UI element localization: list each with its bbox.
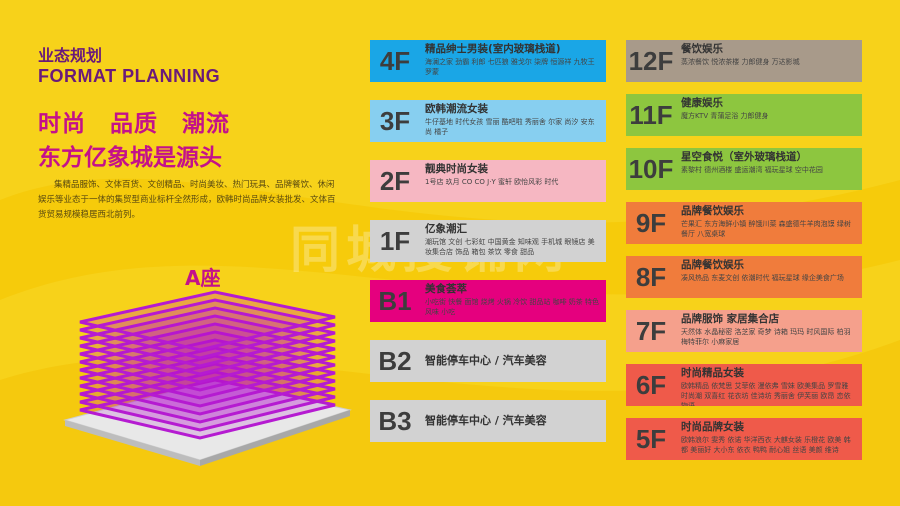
floor-label: 1F bbox=[370, 220, 420, 262]
floor-category: 健康娱乐 bbox=[681, 97, 723, 109]
floor-row-9f[interactable]: 9F 品牌餐饮娱乐 芒果汇 东方海鲜小镇 醉饿川菜 森盛德牛羊肉泡馍 绿树餐厅 八宽… bbox=[626, 202, 862, 244]
tower-layer bbox=[79, 290, 336, 352]
floor-category: 品牌餐饮娱乐 bbox=[681, 205, 744, 217]
floor-row-b3[interactable]: B3 智能停车中心 / 汽车美容 bbox=[370, 400, 606, 442]
floor-info: 精品绅士男装(室内玻璃栈道) 海澜之家 劲霸 利郎 七匹狼 雅戈尔 柒牌 恒源祥 … bbox=[420, 40, 606, 82]
floor-info: 品牌餐饮娱乐芒果汇 东方海鲜小镇 醉饿川菜 森盛德牛羊肉泡馍 绿树餐厅 八宽桌球 bbox=[676, 202, 862, 244]
floor-category: 餐饮娱乐 bbox=[681, 43, 723, 55]
tower-floor-layers bbox=[79, 290, 336, 440]
floor-category: 品牌服饰 家居集合店 bbox=[681, 313, 780, 325]
floor-info: 星空食悦（室外玻璃栈道） 素黎村 德州酒楼 盛运潮湾 福玩星球 空中花园 bbox=[676, 148, 862, 190]
floor-category: 智能停车中心 / 汽车美容 bbox=[425, 414, 547, 427]
floor-shops: 芒果汇 东方海鲜小镇 醉饿川菜 森盛德牛羊肉泡馍 绿树餐厅 八宽桌球 bbox=[681, 220, 851, 238]
floor-label: B1 bbox=[370, 280, 420, 322]
floor-label: 3F bbox=[370, 100, 420, 142]
floor-category: 美食荟萃 bbox=[425, 283, 467, 295]
floor-label: 11F bbox=[626, 94, 676, 136]
floor-info: 时尚精品女装欧韩精品 依梵思 艾菲依 漫依弗 雪妹 欧美集品 罗雪雅 时尚潮 双… bbox=[676, 364, 862, 406]
floor-category: 时尚品牌女装 bbox=[681, 421, 744, 433]
floor-category: 靓典时尚女装 bbox=[425, 163, 488, 175]
floor-category: 品牌餐饮娱乐 bbox=[681, 259, 744, 271]
floor-info: 欧韩潮流女装牛仔基地 时代女孩 雪丽 酷吧啦 秀丽舍 尔家 尚汐 安东尚 橘子 bbox=[420, 100, 606, 142]
floor-label: 9F bbox=[626, 202, 676, 244]
floor-info: 健康娱乐魔方KTV 青蒲足浴 力郎健身 bbox=[676, 94, 862, 136]
floor-label: 4F bbox=[370, 40, 420, 82]
floor-row-12f[interactable]: 12F 餐饮娱乐 蒸浓餐饮 悦浓茶楼 力郎健身 万达影城 bbox=[626, 40, 862, 82]
floor-row-5f[interactable]: 5F 时尚品牌女装 欧韩浪尔 雯秀 依诺 华洋西衣 大麒女装 乐橙花 欧美 韩都 美… bbox=[626, 418, 862, 460]
floor-row-b1[interactable]: B1 美食荟萃 小吃街 快餐 面馆 烧烤 火锅 冷饮 甜品站 咖啡 奶茶 特色风味 … bbox=[370, 280, 606, 322]
floor-shops: 小吃街 快餐 面馆 烧烤 火锅 冷饮 甜品站 咖啡 奶茶 特色风味 小吃 bbox=[425, 298, 600, 316]
floor-shops: 魔方KTV 青蒲足浴 力郎健身 bbox=[681, 112, 769, 120]
floor-label: 10F bbox=[626, 148, 676, 190]
floor-label: 5F bbox=[626, 418, 676, 460]
floor-info: 智能停车中心 / 汽车美容 bbox=[420, 400, 606, 442]
floor-row-3f[interactable]: 3F 欧韩潮流女装 牛仔基地 时代女孩 雪丽 酷吧啦 秀丽舍 尔家 尚汐 安东尚 橘… bbox=[370, 100, 606, 142]
floor-info: 品牌餐饮娱乐凑风热品 东麦文创 依潮时代 福玩星球 缘企美食广场 bbox=[676, 256, 862, 298]
section-title-en: FORMAT PLANNING bbox=[38, 66, 221, 86]
floor-label: B2 bbox=[370, 340, 420, 382]
floor-category: 欧韩潮流女装 bbox=[425, 103, 488, 115]
floor-shops: 潮玩馆 文创 七彩虹 中国黄金 知味观 手机城 眼镜店 美妆集合店 饰品 箱包 … bbox=[425, 238, 595, 256]
floor-shops: 天然体 水晶秘密 洛芝家 奇梦 诗箱 玛玛 时风国际 柏羽 梅特菲尔 小麻家居 bbox=[681, 328, 851, 346]
floor-shops: 海澜之家 劲霸 利郎 七匹狼 雅戈尔 柒牌 恒源祥 九牧王 罗蒙 bbox=[425, 58, 595, 76]
floor-row-7f[interactable]: 7F 品牌服饰 家居集合店 天然体 水晶秘密 洛芝家 奇梦 诗箱 玛玛 时风国际 柏… bbox=[626, 310, 862, 352]
floor-row-b2[interactable]: B2 智能停车中心 / 汽车美容 bbox=[370, 340, 606, 382]
floor-label: B3 bbox=[370, 400, 420, 442]
tower-layer bbox=[79, 298, 336, 360]
floor-row-1f[interactable]: 1F 亿象潮汇 潮玩馆 文创 七彩虹 中国黄金 知味观 手机城 眼镜店 美妆集合店 … bbox=[370, 220, 606, 262]
floor-shops: 牛仔基地 时代女孩 雪丽 酷吧啦 秀丽舍 尔家 尚汐 安东尚 橘子 bbox=[425, 118, 595, 136]
tower-layer bbox=[79, 314, 336, 376]
floor-row-2f[interactable]: 2F 靓典时尚女装 1号店 玖月 CO CO J·Y 蜜轩 欧怡风彩 时代 bbox=[370, 160, 606, 202]
floor-info: 品牌服饰 家居集合店天然体 水晶秘密 洛芝家 奇梦 诗箱 玛玛 时风国际 柏羽 … bbox=[676, 310, 862, 352]
floor-row-10f[interactable]: 10F 星空食悦（室外玻璃栈道） 素黎村 德州酒楼 盛运潮湾 福玩星球 空中花园 bbox=[626, 148, 862, 190]
floor-info: 美食荟萃小吃街 快餐 面馆 烧烤 火锅 冷饮 甜品站 咖啡 奶茶 特色风味 小吃 bbox=[420, 280, 606, 322]
floor-category: 时尚精品女装 bbox=[681, 367, 744, 379]
floor-info: 餐饮娱乐蒸浓餐饮 悦浓茶楼 力郎健身 万达影城 bbox=[676, 40, 862, 82]
floor-shops: 欧韩精品 依梵思 艾菲依 漫依弗 雪妹 欧美集品 罗雪雅 时尚潮 双喜红 花衣坊… bbox=[681, 382, 851, 406]
floor-category: 星空食悦（室外玻璃栈道） bbox=[681, 151, 807, 163]
floor-row-8f[interactable]: 8F 品牌餐饮娱乐 凑风热品 东麦文创 依潮时代 福玩星球 缘企美食广场 bbox=[626, 256, 862, 298]
floor-label: 12F bbox=[626, 40, 676, 82]
tower-illustration bbox=[63, 290, 352, 466]
section-title: 业态规划 bbox=[38, 46, 103, 65]
floor-row-4f[interactable]: 4F 精品绅士男装(室内玻璃栈道) 海澜之家 劲霸 利郎 七匹狼 雅戈尔 柒牌 恒源… bbox=[370, 40, 606, 82]
floor-shops: 蒸浓餐饮 悦浓茶楼 力郎健身 万达影城 bbox=[681, 58, 800, 66]
slogan-line-1: 时尚 品质 潮流 bbox=[38, 111, 230, 137]
floor-row-11f[interactable]: 11F 健康娱乐 魔方KTV 青蒲足浴 力郎健身 bbox=[626, 94, 862, 136]
floor-info: 靓典时尚女装 1号店 玖月 CO CO J·Y 蜜轩 欧怡风彩 时代 bbox=[420, 160, 606, 202]
floor-category: 精品绅士男装(室内玻璃栈道) bbox=[425, 43, 561, 55]
tower-label: A座 bbox=[185, 266, 221, 290]
tower-layer bbox=[79, 306, 336, 368]
floor-shops: 凑风热品 东麦文创 依潮时代 福玩星球 缘企美食广场 bbox=[681, 274, 844, 282]
slogan-line-2: 东方亿象城是源头 bbox=[38, 145, 222, 171]
floor-category: 亿象潮汇 bbox=[425, 223, 467, 235]
description-text: 集精品服饰、文体百货、文创精品、时尚美妆、热门玩具、品牌餐饮、休闲娱乐等业态于一… bbox=[38, 180, 336, 220]
floor-category: 智能停车中心 / 汽车美容 bbox=[425, 354, 547, 367]
floor-label: 6F bbox=[626, 364, 676, 406]
floor-row-6f[interactable]: 6F 时尚精品女装 欧韩精品 依梵思 艾菲依 漫依弗 雪妹 欧美集品 罗雪雅 时尚潮… bbox=[626, 364, 862, 406]
floor-label: 8F bbox=[626, 256, 676, 298]
tower-layer bbox=[79, 322, 336, 384]
floor-label: 7F bbox=[626, 310, 676, 352]
floor-shops: 素黎村 德州酒楼 盛运潮湾 福玩星球 空中花园 bbox=[681, 166, 823, 174]
floor-info: 时尚品牌女装欧韩浪尔 雯秀 依诺 华洋西衣 大麒女装 乐橙花 欧美 韩都 美丽好… bbox=[676, 418, 862, 460]
floor-info: 亿象潮汇潮玩馆 文创 七彩虹 中国黄金 知味观 手机城 眼镜店 美妆集合店 饰品… bbox=[420, 220, 606, 262]
floor-shops: 欧韩浪尔 雯秀 依诺 华洋西衣 大麒女装 乐橙花 欧美 韩都 美丽好 大小东 依… bbox=[681, 436, 851, 454]
floor-info: 智能停车中心 / 汽车美容 bbox=[420, 340, 606, 382]
floor-shops: 1号店 玖月 CO CO J·Y 蜜轩 欧怡风彩 时代 bbox=[425, 178, 559, 186]
floor-label: 2F bbox=[370, 160, 420, 202]
